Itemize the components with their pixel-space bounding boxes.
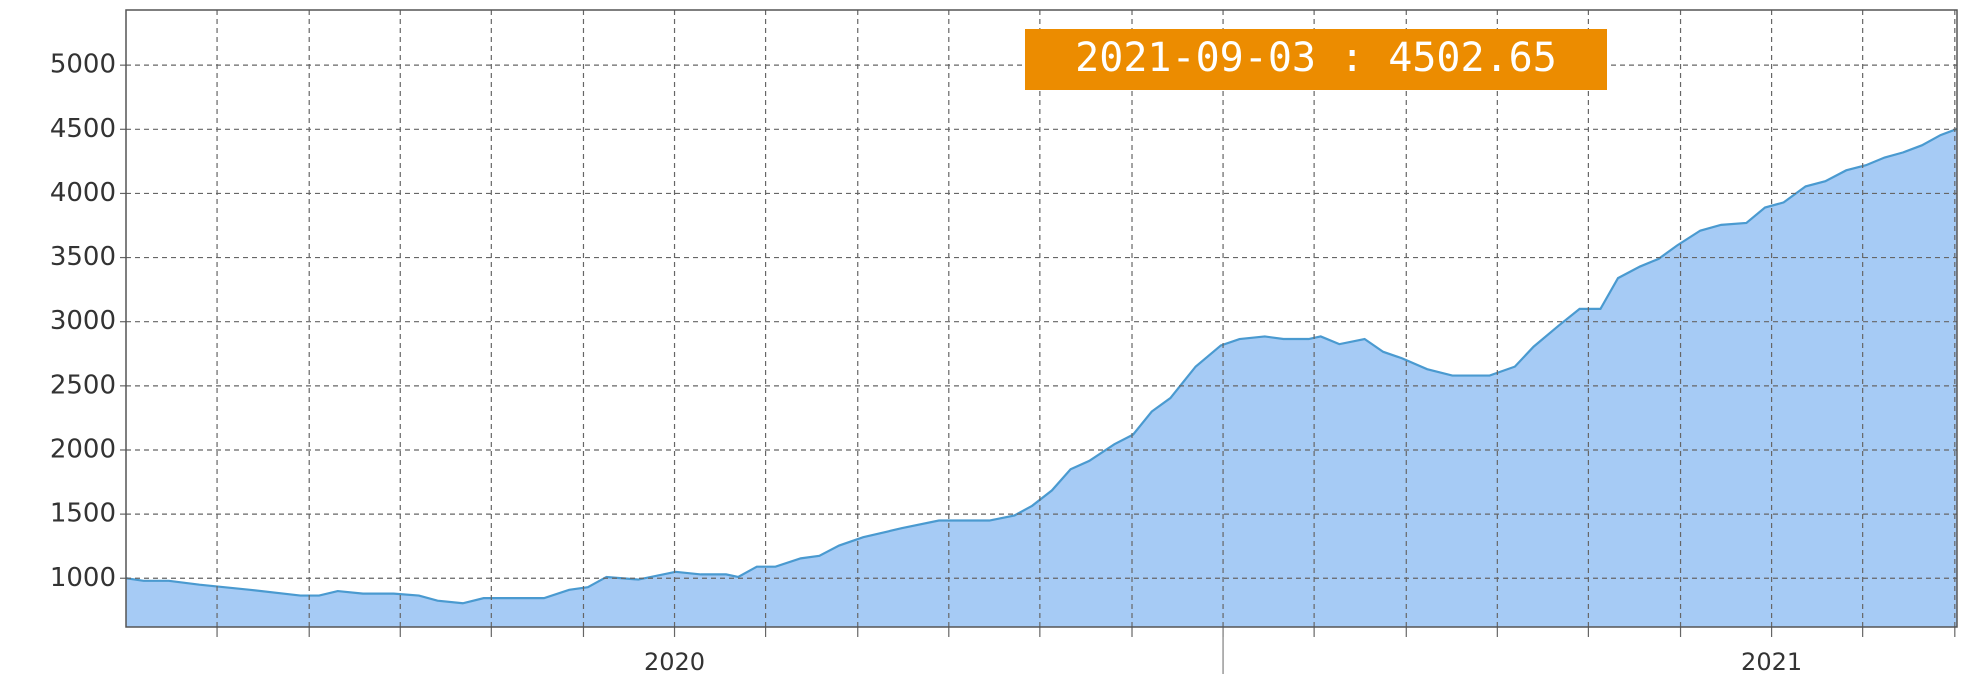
annotation: 2021-09-03 : 4502.65 xyxy=(1075,35,1557,81)
area xyxy=(126,128,1957,627)
y-tick-label: 4000 xyxy=(50,178,116,208)
plot-frame xyxy=(125,9,1958,628)
line xyxy=(125,127,1958,605)
y-tick-label: 3000 xyxy=(50,306,116,336)
y-tick-label: 5000 xyxy=(50,50,116,80)
annotation-box xyxy=(1025,29,1607,90)
x-tick-label: 2021 xyxy=(1741,648,1802,676)
y-tick-label: 1000 xyxy=(50,563,116,593)
y-tick-label: 1500 xyxy=(50,499,116,529)
y-tick-label: 2000 xyxy=(50,434,116,464)
x-tick-label: 2020 xyxy=(644,648,705,676)
y-tick-label: 2500 xyxy=(50,370,116,400)
y-tick-label: 3500 xyxy=(50,242,116,272)
y-tick-label: 4500 xyxy=(50,114,116,144)
